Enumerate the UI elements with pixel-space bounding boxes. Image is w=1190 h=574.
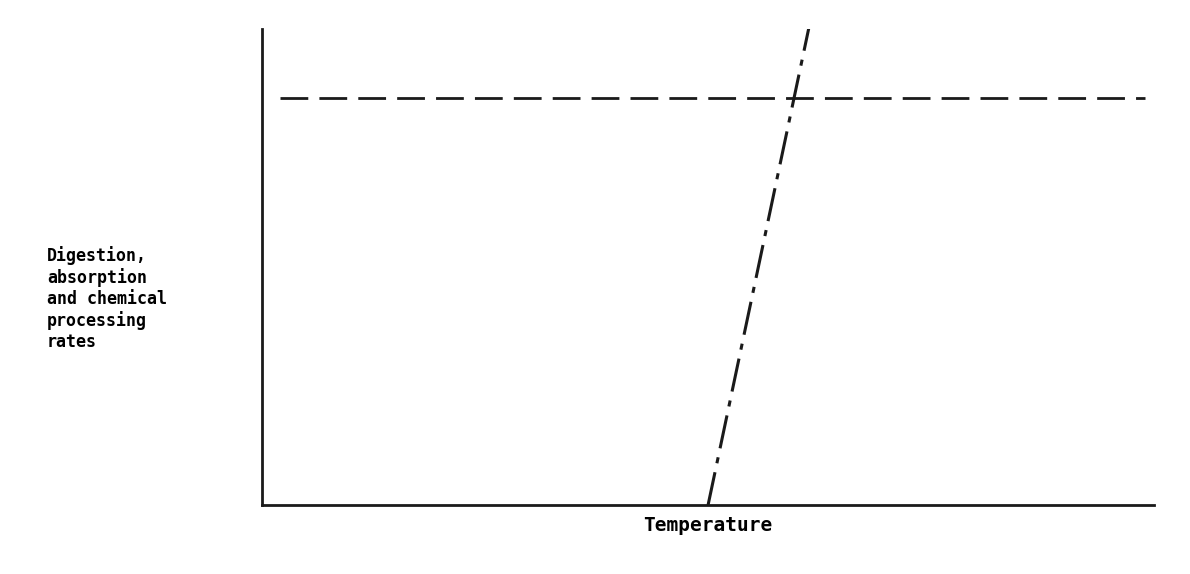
X-axis label: Temperature: Temperature [644, 516, 772, 535]
Text: Digestion,
absorption
and chemical
processing
rates: Digestion, absorption and chemical proce… [48, 246, 167, 351]
